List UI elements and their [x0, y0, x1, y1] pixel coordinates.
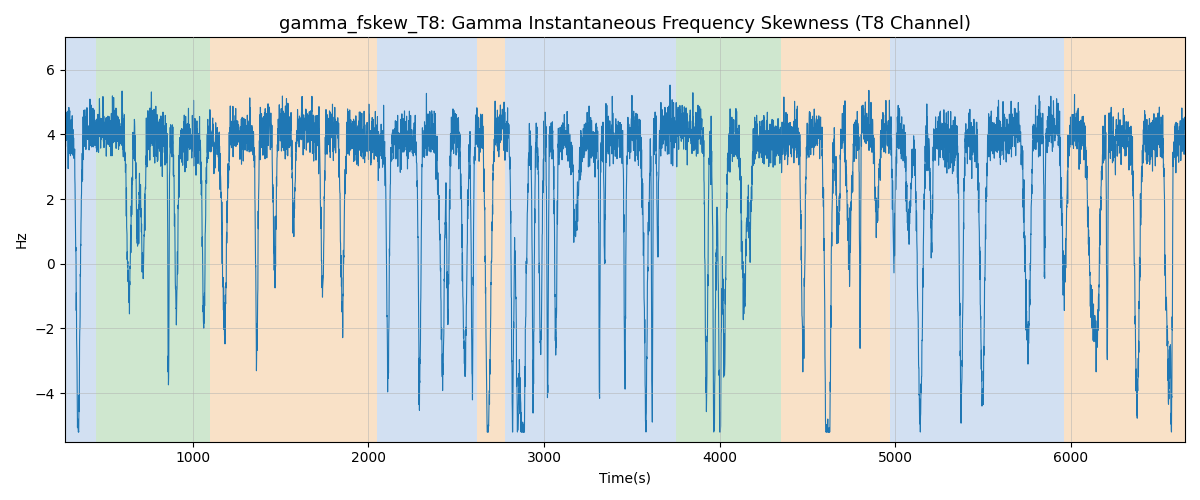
Y-axis label: Hz: Hz	[14, 230, 29, 248]
Bar	[377, 38, 478, 442]
Bar	[1064, 38, 1186, 442]
Bar	[890, 38, 1038, 442]
Bar	[781, 38, 890, 442]
Bar	[478, 38, 505, 442]
Bar	[96, 38, 210, 442]
Title: gamma_fskew_T8: Gamma Instantaneous Frequency Skewness (T8 Channel): gamma_fskew_T8: Gamma Instantaneous Freq…	[278, 15, 971, 34]
Bar	[210, 38, 377, 442]
Bar	[558, 38, 676, 442]
X-axis label: Time(s): Time(s)	[599, 471, 650, 485]
Bar	[65, 38, 96, 442]
Bar	[676, 38, 781, 442]
Bar	[505, 38, 558, 442]
Bar	[1038, 38, 1064, 442]
